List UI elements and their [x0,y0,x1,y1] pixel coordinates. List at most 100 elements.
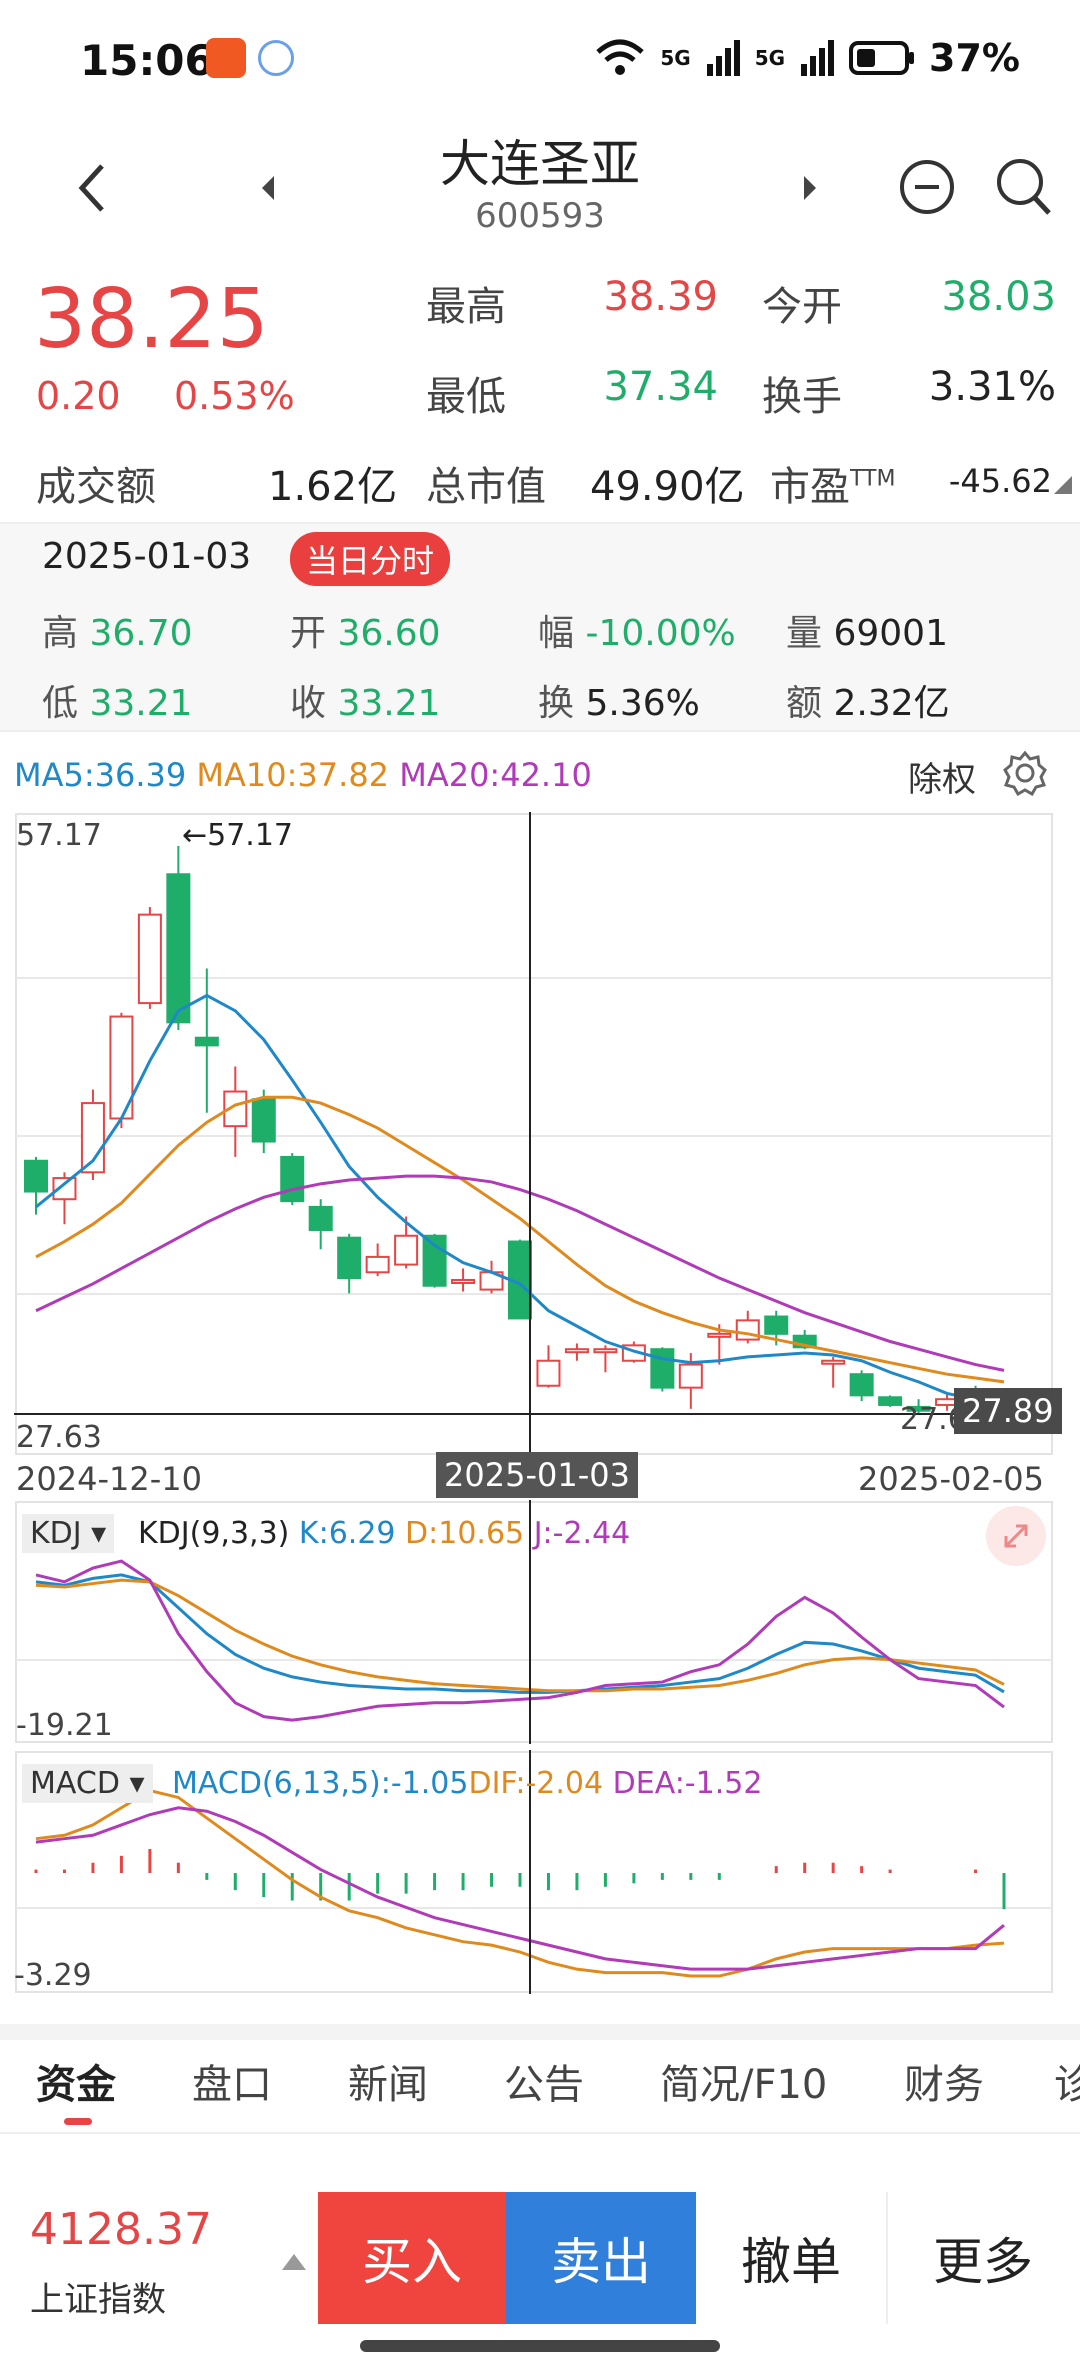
expand-triangle-icon [1054,476,1072,494]
turnover-value: 3.31% [928,364,1056,410]
candle-body [166,873,191,1024]
tab-finance[interactable]: 财务 [904,2062,984,2108]
tab-active-indicator [64,2118,92,2125]
cursor-date-tag: 2025-01-03 [436,1452,638,1498]
adjust-button[interactable]: 除权 [908,760,976,800]
stock-code: 600593 [475,196,605,236]
candle-body [792,1334,817,1349]
candle-body [878,1396,903,1406]
candle-body [194,1036,219,1047]
kdj-k-line [35,1573,1005,1694]
day-close: 收 33.21 [290,683,441,724]
candle-body [365,1255,390,1274]
search-icon[interactable] [994,156,1054,218]
buy-button[interactable]: 买入 [318,2192,506,2324]
macd-chart[interactable] [14,1750,1054,1994]
expand-icon [1004,1524,1028,1548]
turnover-label: 换手 [762,374,842,420]
candle-body [308,1205,333,1231]
sell-button[interactable]: 卖出 [506,2192,696,2324]
day-date: 2025-01-03 [42,536,252,577]
candle-body [451,1278,476,1284]
ma10-line [35,1095,1005,1384]
price-change: 0.20 [36,374,121,418]
macd-frame [15,1751,1053,1993]
high-value: 38.39 [603,274,718,320]
kdj-j-line [35,1559,1005,1722]
back-arrow-icon[interactable] [72,160,112,216]
candle-body [849,1373,874,1397]
candle-body [707,1332,732,1338]
index-up-arrow-icon [282,2254,306,2270]
date-end: 2025-02-05 [858,1460,1044,1498]
cancel-order-button[interactable]: 撤单 [696,2192,886,2324]
candle-body [593,1348,618,1354]
tab-news[interactable]: 新闻 [348,2062,428,2108]
amount-value: 1.62亿 [268,464,398,510]
battery-percent: 37% [929,36,1020,80]
index-name[interactable]: 上证指数 [30,2280,166,2320]
candle-body [536,1359,561,1387]
tab-funds[interactable]: 资金 [36,2062,116,2108]
mcap-label: 总市值 [426,464,546,510]
prev-stock-icon[interactable] [258,174,278,202]
ma20-value: MA20:42.10 [399,756,592,794]
price-change-pct: 0.53% [174,374,295,418]
index-value[interactable]: 4128.37 [30,2204,212,2255]
day-open: 开 36.60 [290,613,441,654]
candle-body [24,1159,48,1193]
next-stock-icon[interactable] [800,174,820,202]
macd-dea-line [35,1806,1005,1971]
ma20-line [35,1174,1005,1372]
mcap-value: 49.90亿 [590,464,745,510]
kline-chart[interactable] [14,812,1054,1462]
high-label: 最高 [426,284,506,330]
kline-max-label: 57.17 [16,818,102,853]
open-value: 38.03 [941,274,1056,320]
tab-diagnosis[interactable]: 诊 [1054,2062,1080,2108]
kdj-chart[interactable] [14,1500,1054,1744]
stock-name: 大连圣亚 [440,135,640,193]
ma5-value: MA5:36.39 [14,756,187,794]
ma5-line [35,993,1005,1405]
tab-orderbook[interactable]: 盘口 [192,2062,272,2108]
tab-announcements[interactable]: 公告 [504,2062,584,2108]
macd-selector[interactable]: MACD ▾ [22,1764,153,1803]
candle-body [906,1405,931,1412]
kdj-d-line [35,1578,1005,1693]
macd-legend: MACD(6,13,5):-1.05DIF:-2.04 DEA:-1.52 [172,1766,763,1801]
tab-f10[interactable]: 简况/F10 [660,2062,828,2108]
candle-body [337,1236,362,1280]
kdj-frame [15,1501,1053,1743]
signal-label-2: 5G [754,46,786,70]
day-range: 幅 -10.00% [538,613,736,654]
status-time: 15:06 [80,36,214,85]
day-turnover: 换 5.36% [538,683,700,724]
fullscreen-button[interactable] [986,1506,1046,1566]
low-label: 最低 [426,374,506,420]
amount-label: 成交额 [36,464,156,510]
day-high: 高 36.70 [42,613,193,654]
pe-value[interactable]: -45.62 [948,462,1052,500]
candle-body [394,1234,419,1266]
candle-body [821,1359,846,1365]
pe-sup: TTM [850,466,896,492]
intraday-tag[interactable]: 当日分时 [290,532,451,586]
ma-legend: MA5:36.39 MA10:37.82 MA20:42.10 [14,756,592,794]
button-divider [886,2192,888,2324]
cloud-app-icon [258,40,294,76]
remove-watchlist-icon[interactable] [898,158,956,216]
candle-body [280,1155,305,1203]
day-volume: 量 69001 [786,613,948,654]
status-right: 5G 5G 37% [594,36,1020,80]
candle-body [650,1348,675,1389]
kdj-selector[interactable]: KDJ ▾ [22,1514,115,1553]
macd-min-label: -3.29 [14,1958,92,1993]
more-button[interactable]: 更多 [888,2192,1078,2324]
signal-label-1: 5G [660,46,691,70]
settings-gear-icon[interactable] [1002,750,1048,796]
kline-max-pointer: ←57.17 [182,818,294,853]
day-low: 低 33.21 [42,683,193,724]
candle-body [422,1234,447,1287]
ma10-value: MA10:37.82 [196,756,390,794]
